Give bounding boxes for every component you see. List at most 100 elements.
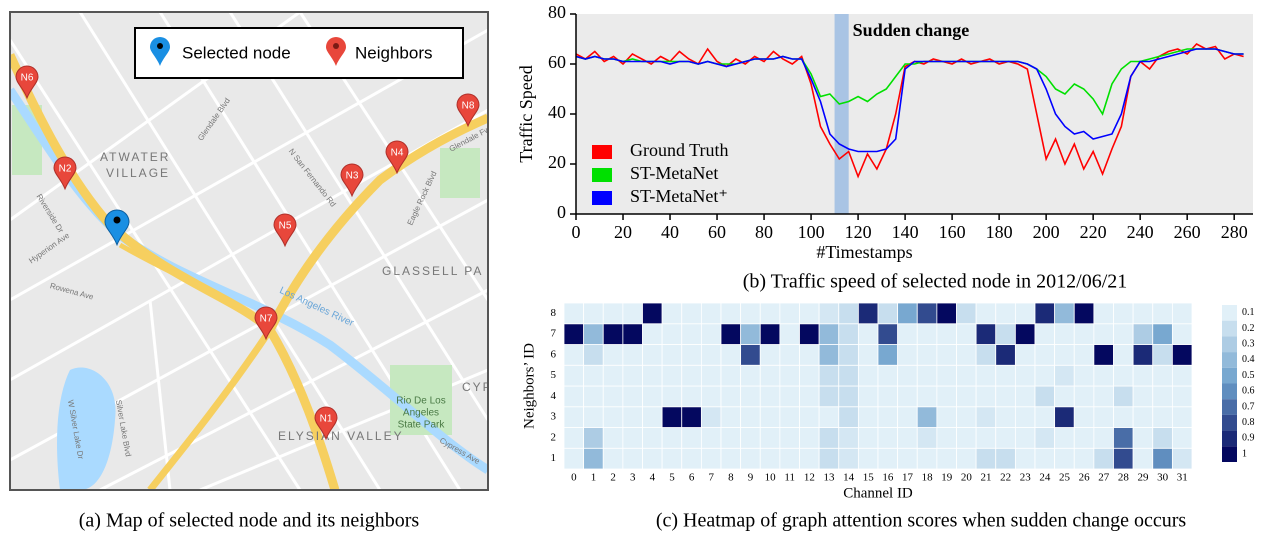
heat-cell xyxy=(760,428,780,449)
colorbar-step xyxy=(1222,399,1237,415)
y-tick-label: 20 xyxy=(548,152,566,172)
heat-cell xyxy=(741,386,761,407)
heat-cell xyxy=(819,324,839,345)
heat-cell xyxy=(878,303,898,324)
colorbar-step xyxy=(1222,305,1237,321)
pin-label: N4 xyxy=(391,148,404,159)
heat-cell xyxy=(819,303,839,324)
x-tick-label: 200 xyxy=(1033,222,1060,242)
heat-cell xyxy=(760,407,780,428)
heat-cell xyxy=(564,324,584,345)
heat-cell xyxy=(584,428,604,449)
heat-cell xyxy=(603,448,623,469)
heat-cell xyxy=(937,407,957,428)
selected-pin-dot xyxy=(114,217,121,224)
x-tick-label: 20 xyxy=(961,472,973,484)
heat-cell xyxy=(819,407,839,428)
heat-cell xyxy=(996,428,1016,449)
heat-cell xyxy=(564,448,584,469)
heat-cell xyxy=(623,428,643,449)
x-tick-label: 22 xyxy=(1000,472,1011,484)
heat-cell xyxy=(839,386,859,407)
legend-swatch xyxy=(592,168,612,182)
pin-label: N3 xyxy=(346,171,359,182)
heat-cell xyxy=(564,428,584,449)
heat-cell xyxy=(800,428,820,449)
heat-cell xyxy=(937,386,957,407)
heat-cell xyxy=(1094,345,1114,366)
heat-cell xyxy=(957,365,977,386)
heat-cell xyxy=(1055,428,1075,449)
heat-cell xyxy=(1114,365,1134,386)
x-tick-label: 12 xyxy=(804,472,815,484)
heat-cell xyxy=(819,428,839,449)
heat-cell xyxy=(800,345,820,366)
x-tick-label: 40 xyxy=(661,222,679,242)
x-axis-label: #Timestamps xyxy=(816,242,912,262)
colorbar-label: 0.1 xyxy=(1242,307,1255,318)
park-label: Angeles xyxy=(403,408,439,419)
heat-cell xyxy=(996,386,1016,407)
heat-cell xyxy=(584,448,604,469)
park xyxy=(440,148,480,198)
y-tick-label: 0 xyxy=(557,202,566,222)
heat-cell xyxy=(878,365,898,386)
heat-cell xyxy=(682,365,702,386)
heat-cell xyxy=(780,428,800,449)
heat-cell xyxy=(701,324,721,345)
heat-cell xyxy=(800,448,820,469)
y-tick-label: 2 xyxy=(551,431,557,443)
y-tick-label: 3 xyxy=(551,411,557,423)
heat-cell xyxy=(701,448,721,469)
colorbar-step xyxy=(1222,415,1237,431)
heat-cell xyxy=(917,345,937,366)
heat-cell xyxy=(662,345,682,366)
heat-cell xyxy=(917,386,937,407)
x-tick-label: 0 xyxy=(571,472,577,484)
x-tick-label: 1 xyxy=(591,472,597,484)
heat-cell xyxy=(1094,448,1114,469)
x-tick-label: 240 xyxy=(1127,222,1154,242)
heat-cell xyxy=(603,345,623,366)
legend-label: ST-MetaNet⁺ xyxy=(630,186,728,206)
x-axis-label: Channel ID xyxy=(843,485,913,501)
heat-cell xyxy=(858,386,878,407)
heat-cell xyxy=(1153,324,1173,345)
heat-cell xyxy=(1133,365,1153,386)
heat-cell xyxy=(603,428,623,449)
heat-cell xyxy=(741,407,761,428)
heat-cell xyxy=(603,407,623,428)
heat-cell xyxy=(1114,303,1134,324)
heat-cell xyxy=(957,303,977,324)
heat-cell xyxy=(603,365,623,386)
heat-cell xyxy=(917,365,937,386)
colorbar-label: 0.4 xyxy=(1242,354,1255,365)
colorbar-label: 0.9 xyxy=(1242,433,1255,444)
x-tick-label: 100 xyxy=(798,222,825,242)
x-tick-label: 29 xyxy=(1137,472,1149,484)
heat-cell xyxy=(1133,345,1153,366)
heat-cell xyxy=(1074,324,1094,345)
x-tick-label: 5 xyxy=(669,472,675,484)
heat-cell xyxy=(1015,448,1035,469)
x-tick-label: 14 xyxy=(843,472,855,484)
heat-cell xyxy=(917,448,937,469)
colorbar-step xyxy=(1222,321,1237,337)
heat-cell xyxy=(1133,407,1153,428)
heat-cell xyxy=(957,345,977,366)
heat-cell xyxy=(937,324,957,345)
colorbar-step xyxy=(1222,431,1237,447)
y-axis-label: Neighbors’ ID xyxy=(521,343,537,429)
x-tick-label: 140 xyxy=(892,222,919,242)
heat-cell xyxy=(682,303,702,324)
heat-cell xyxy=(1015,303,1035,324)
heat-cell xyxy=(800,386,820,407)
heat-cell xyxy=(937,448,957,469)
heat-cell xyxy=(800,407,820,428)
y-tick-label: 6 xyxy=(551,348,557,360)
heat-cell xyxy=(996,345,1016,366)
x-tick-label: 9 xyxy=(748,472,754,484)
heat-cell xyxy=(976,345,996,366)
heat-cell xyxy=(957,428,977,449)
heat-cell xyxy=(682,386,702,407)
